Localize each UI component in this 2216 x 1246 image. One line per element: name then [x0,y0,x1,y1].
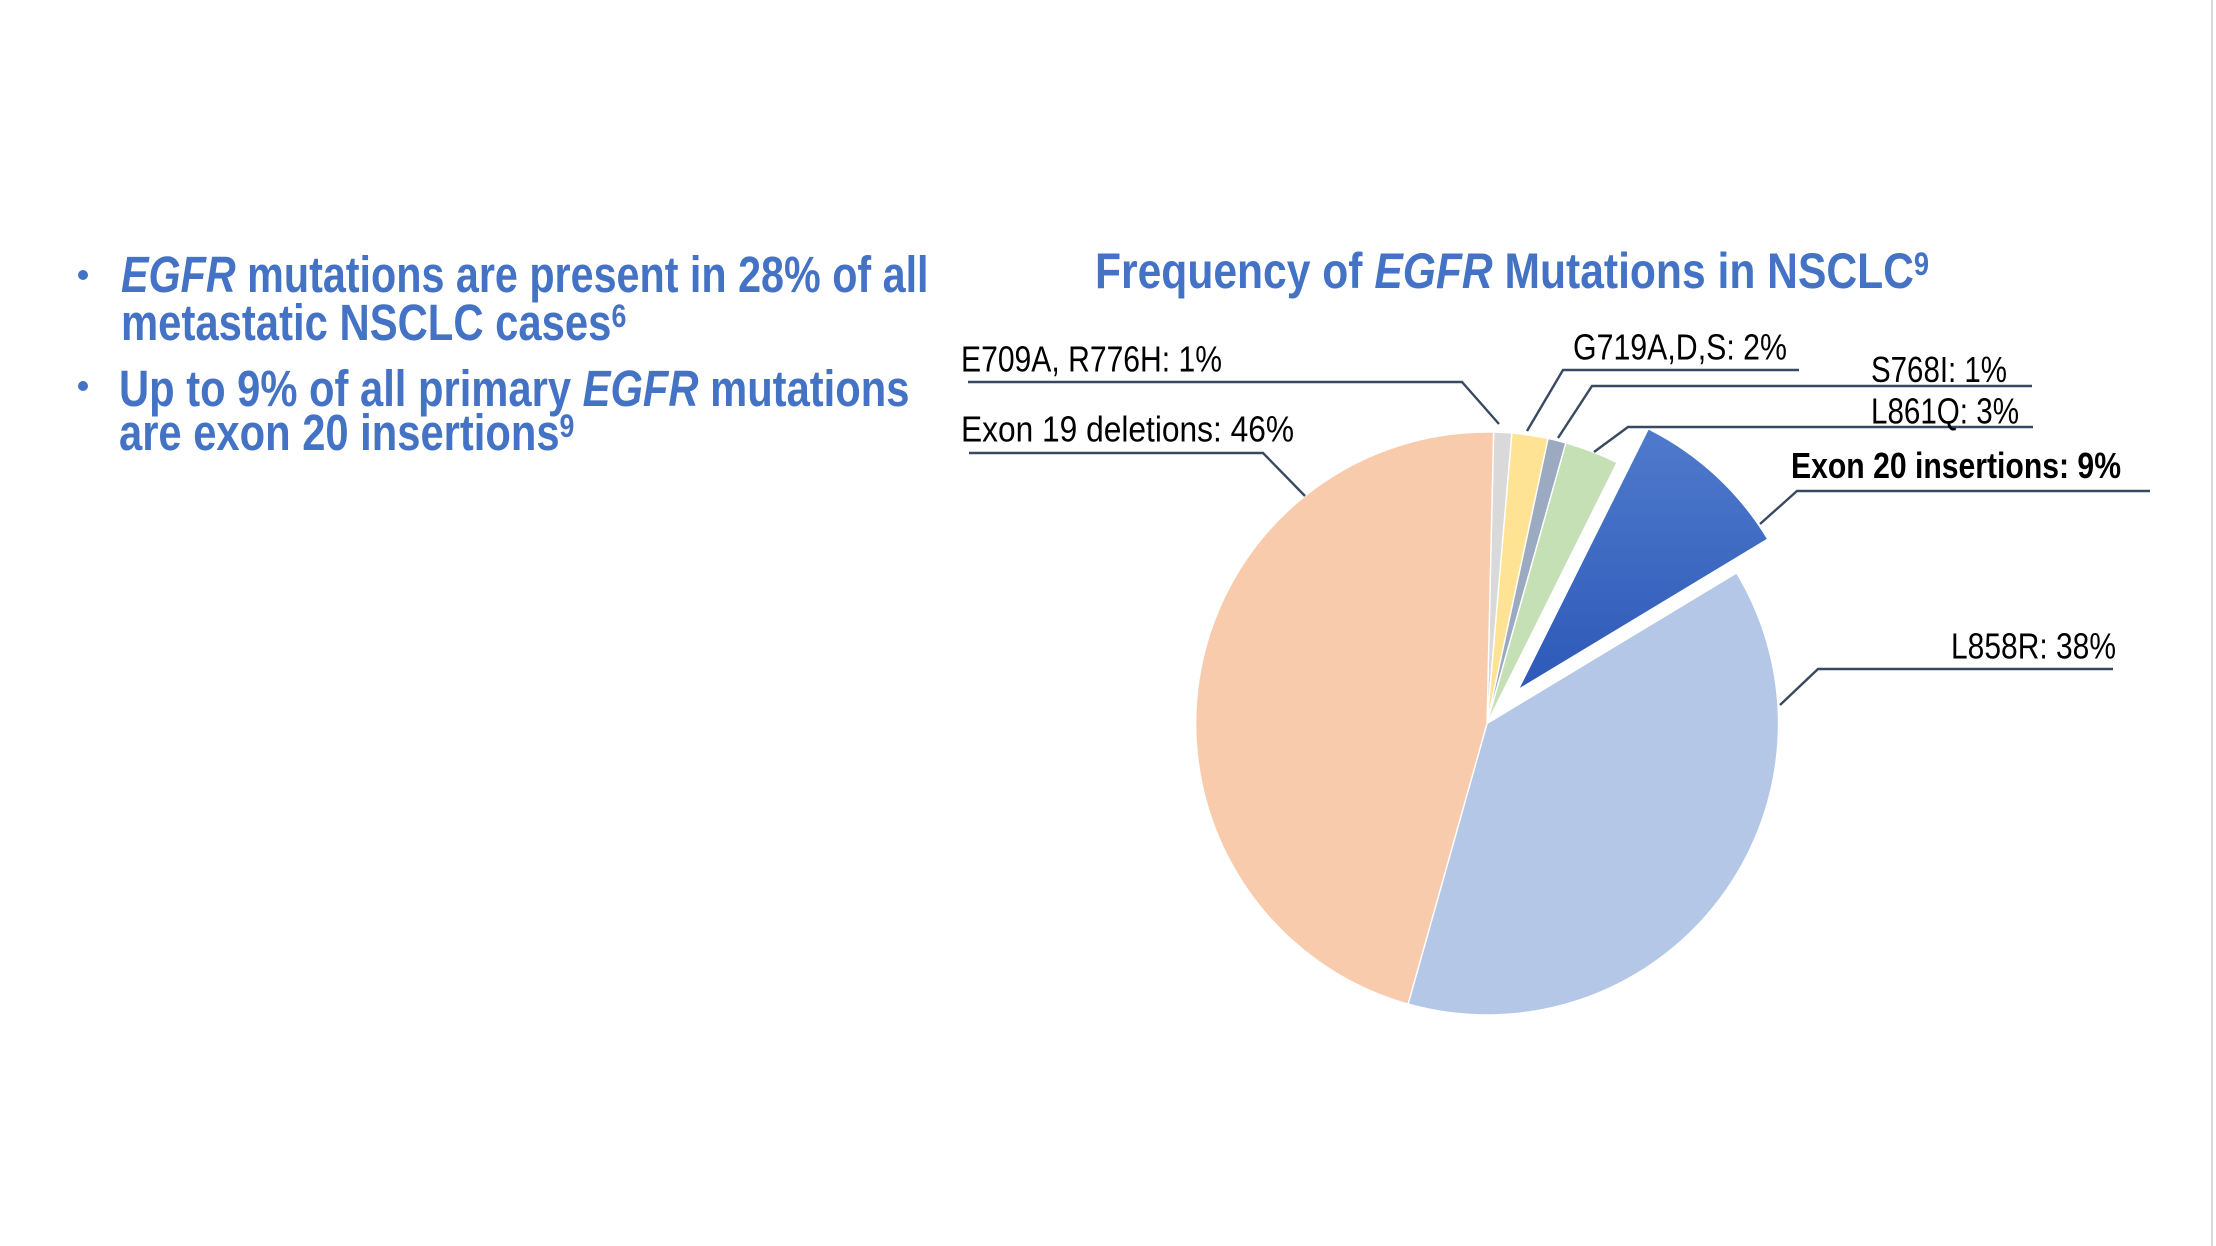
svg-text:E709A, R776H: 1%: E709A, R776H: 1% [961,339,1222,380]
svg-text:G719A,D,S: 2%: G719A,D,S: 2% [1573,327,1787,368]
svg-text:L861Q: 3%: L861Q: 3% [1871,391,2019,432]
svg-text:S768I: 1%: S768I: 1% [1871,349,2007,390]
svg-text:Exon 20 insertions: 9%: Exon 20 insertions: 9% [1791,445,2121,486]
svg-text:L858R: 38%: L858R: 38% [1951,626,2116,667]
svg-text:Exon 19 deletions: 46%: Exon 19 deletions: 46% [961,409,1294,450]
